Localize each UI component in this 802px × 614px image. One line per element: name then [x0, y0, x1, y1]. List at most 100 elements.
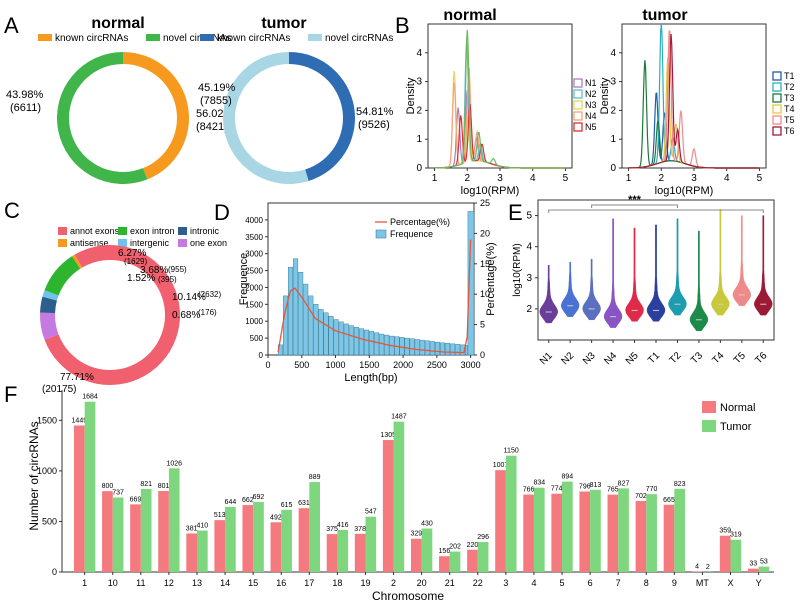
hist-bar — [309, 296, 314, 355]
bar-tumor-19 — [365, 517, 376, 572]
y-tick-label: 5 — [526, 211, 532, 222]
bar-value-label: 1026 — [166, 460, 182, 467]
bar-value-label: 615 — [281, 502, 293, 509]
violin-T2 — [669, 219, 687, 315]
x-tick-label: 2 — [464, 173, 470, 184]
density-title: tumor — [642, 7, 687, 24]
bar-normal-8 — [636, 501, 647, 572]
legend-label: exon intron — [130, 226, 175, 236]
legend-swatch — [574, 123, 582, 131]
bar-value-label: 1487 — [391, 414, 407, 421]
bar-tumor-10 — [113, 497, 124, 572]
y-tick-label: 0 — [416, 163, 422, 174]
bar-value-label: 4 — [695, 564, 699, 571]
hist-bar — [329, 316, 334, 355]
bar-tumor-7 — [618, 488, 629, 572]
violin-N3 — [583, 259, 601, 320]
legend-label: intronic — [190, 226, 220, 236]
bar-value-label: 416 — [337, 522, 349, 529]
x-tick-label: 11 — [136, 578, 145, 588]
slice-count: (20175) — [42, 384, 76, 395]
bar-normal-9 — [664, 505, 675, 572]
y-axis-label: log10(RPM) — [512, 243, 523, 296]
bar-value-label: 669 — [130, 496, 142, 503]
legend-label: N1 — [585, 78, 597, 88]
hist-bar — [324, 313, 329, 355]
y-axis-label: Density — [599, 77, 611, 114]
bar-tumor-3 — [506, 456, 517, 572]
bar-normal-6 — [579, 492, 590, 572]
bar-value-label: 827 — [618, 480, 630, 487]
panel-letter-c: C — [4, 198, 20, 223]
legend-label: Frequence — [390, 229, 433, 239]
x-tick-label: 1 — [82, 578, 87, 588]
bar-normal-21 — [439, 556, 450, 572]
pie-slice-0 — [289, 52, 355, 181]
bar-tumor-8 — [646, 494, 657, 572]
hist-bar — [288, 267, 293, 355]
hist-bar — [334, 320, 339, 355]
y2-tick-label: 5 — [480, 320, 485, 330]
legend-label: T6 — [784, 126, 795, 136]
x-tick-label: 1000 — [326, 360, 346, 370]
legend-label: T4 — [784, 104, 795, 114]
y-tick-label: 3500 — [245, 233, 263, 242]
bar-tumor-15 — [253, 502, 264, 572]
y-tick-label: 1 — [416, 134, 422, 145]
x-tick-label: MT — [696, 578, 709, 588]
bar-tumor-16 — [281, 510, 292, 572]
legend-swatch — [574, 90, 582, 98]
x-tick-label: 19 — [360, 578, 370, 588]
hist-bar — [455, 344, 460, 355]
hist-bar — [435, 342, 440, 355]
x-tick-label: 8 — [644, 578, 649, 588]
legend-swatch — [773, 94, 781, 102]
y-tick-label: 0 — [259, 351, 264, 360]
bar-normal-15 — [242, 505, 253, 572]
x-tick-label: 5 — [563, 173, 569, 184]
bar-tumor-11 — [141, 489, 152, 572]
x-tick-label: N1 — [538, 350, 555, 367]
x-tick-label: Y — [756, 578, 762, 588]
pie-slice-1 — [57, 52, 147, 184]
y-tick-label: 1000 — [245, 317, 263, 326]
pie-slice-1 — [223, 52, 309, 184]
bar-tumor-5 — [562, 482, 573, 572]
hist-bar — [359, 329, 364, 355]
bar-value-label: 319 — [730, 532, 742, 539]
violin-T1 — [647, 225, 665, 321]
x-tick-label: 1 — [432, 173, 438, 184]
bar-tumor-6 — [590, 490, 601, 572]
legend-label: N2 — [585, 89, 597, 99]
x-tick-label: 0 — [265, 360, 270, 370]
violin-T3 — [690, 231, 708, 331]
y-tick-label: 0 — [52, 567, 57, 577]
x-tick-label: T2 — [668, 350, 684, 366]
bar-value-label: 823 — [674, 481, 686, 488]
bar-normal-20 — [411, 539, 422, 572]
legend-label: known circRNAs — [217, 33, 290, 44]
bar-value-label: 692 — [253, 494, 265, 501]
hist-bar — [303, 284, 308, 355]
y-tick-label: 4 — [526, 242, 532, 253]
bar-tumor-X — [731, 540, 742, 572]
x-tick-label: 22 — [473, 578, 483, 588]
legend-swatch — [178, 239, 187, 247]
violin-N4 — [604, 219, 622, 328]
bar-value-label: 492 — [270, 514, 282, 521]
x-tick-label: 1 — [626, 173, 632, 184]
hist-bar — [298, 272, 303, 355]
bar-value-label: 631 — [298, 500, 310, 507]
bar-normal-3 — [495, 470, 506, 572]
bar-tumor-Y — [759, 567, 770, 572]
x-tick-label: 3 — [497, 173, 503, 184]
y-tick-label: 4 — [416, 48, 422, 59]
legend-swatch — [38, 34, 52, 41]
